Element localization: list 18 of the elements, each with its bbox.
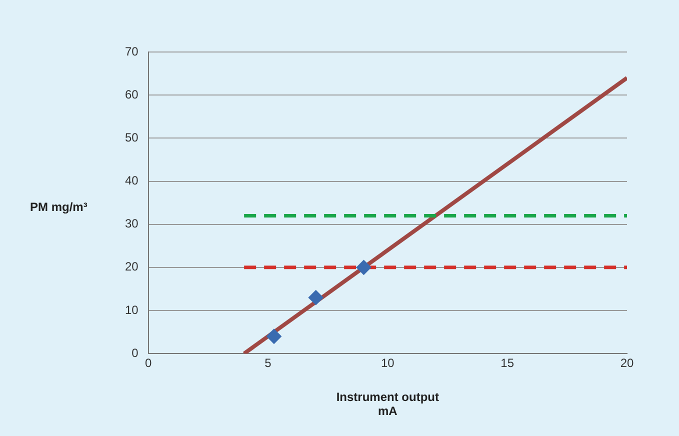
y-tick-label: 20 [124, 260, 139, 274]
point [308, 290, 324, 306]
y-tick-label: 30 [124, 216, 139, 231]
point [356, 260, 372, 275]
x-tick-label: 5 [264, 356, 272, 370]
y-tick-label: 50 [124, 130, 139, 144]
point [266, 328, 282, 344]
x-axis-title: Instrument output mA [336, 390, 439, 418]
y-tick-label: 0 [132, 346, 139, 360]
x-tick-label: 0 [145, 356, 152, 370]
y-tick-label: 10 [124, 302, 139, 317]
x-tick-label: 15 [500, 356, 514, 370]
x-tick-label: 20 [620, 356, 634, 370]
y-tick-label: 40 [124, 174, 139, 188]
y-tick-label: 70 [124, 44, 139, 58]
y-tick-label: 60 [124, 87, 139, 102]
x-tick-label: 10 [380, 356, 395, 370]
y-axis-title: PM mg/m³ [30, 200, 88, 214]
